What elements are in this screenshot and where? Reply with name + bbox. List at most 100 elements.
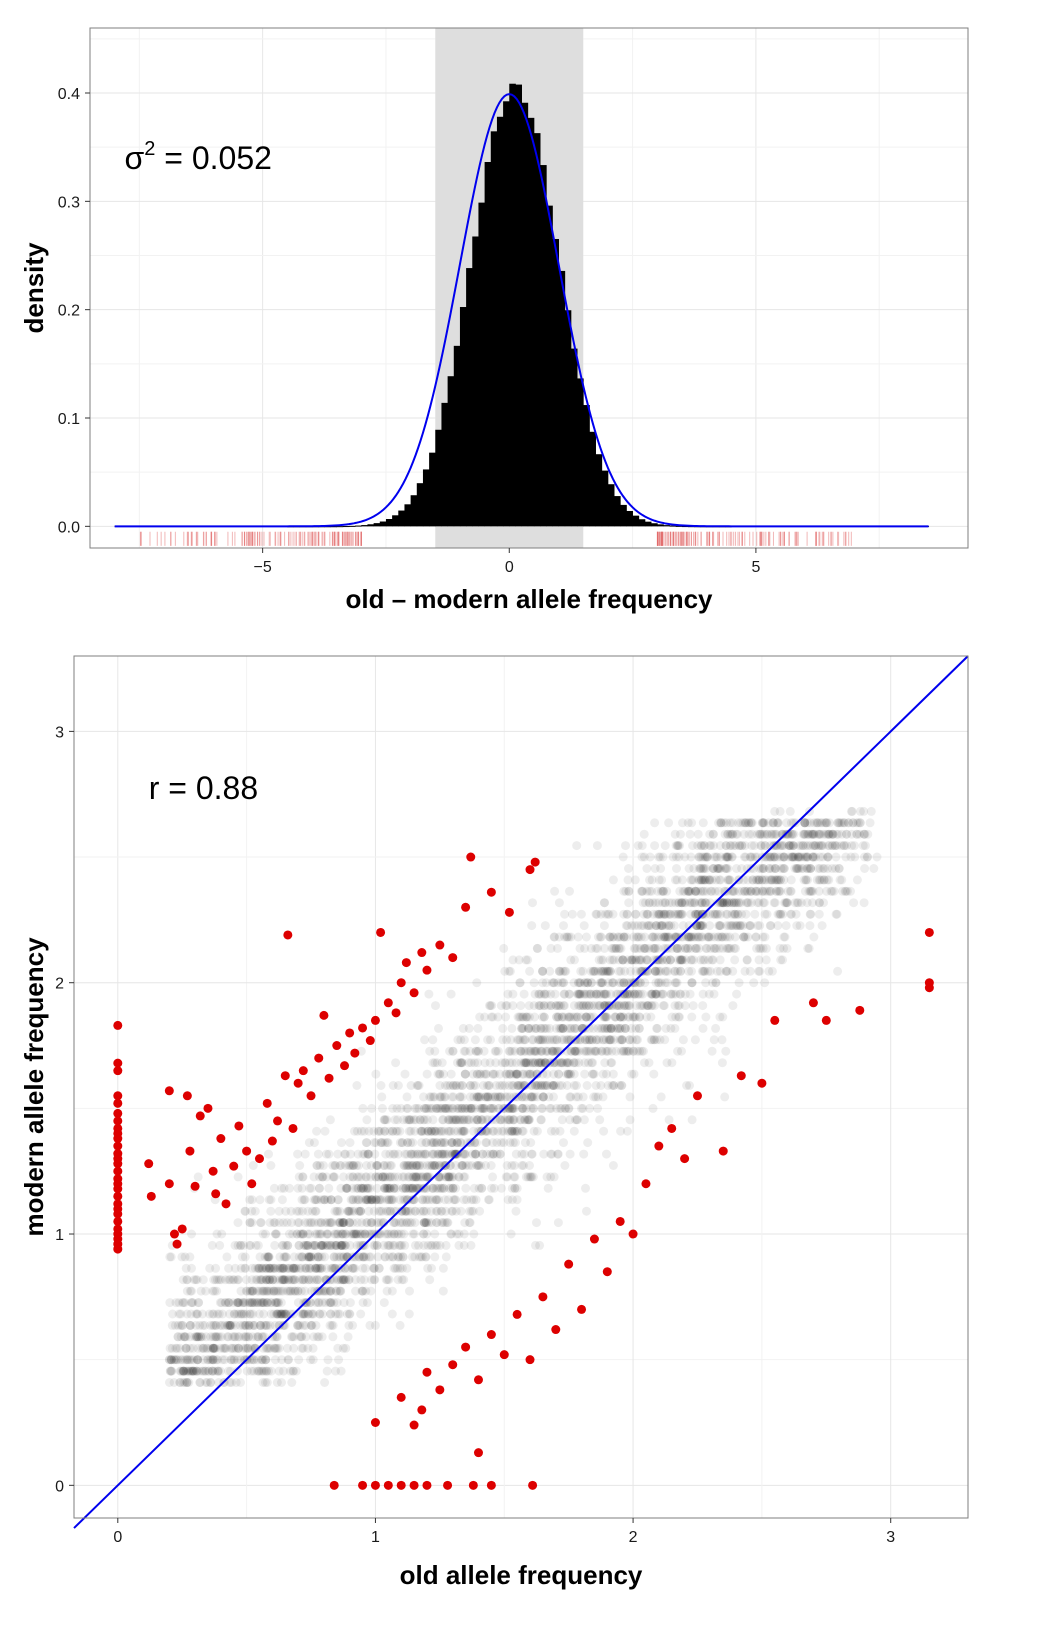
scatter-point bbox=[446, 1229, 456, 1239]
correlation-annotation: r = 0.88 bbox=[149, 770, 258, 806]
scatter-point bbox=[719, 818, 729, 828]
scatter-point bbox=[507, 1126, 517, 1136]
scatter-point bbox=[518, 1069, 527, 1079]
scatter-point bbox=[450, 1126, 459, 1136]
scatter-point bbox=[470, 1035, 480, 1045]
scatter-point bbox=[706, 886, 716, 896]
scatter-point bbox=[822, 818, 832, 828]
scatter-point bbox=[719, 898, 729, 908]
outlier-point bbox=[525, 865, 535, 875]
scatter-point bbox=[505, 1126, 515, 1136]
scatter-point bbox=[713, 909, 723, 919]
scatter-point bbox=[418, 1195, 428, 1205]
scatter-point bbox=[242, 1343, 252, 1353]
scatter-point bbox=[573, 989, 583, 999]
scatter-point bbox=[410, 1206, 420, 1216]
scatter-point bbox=[572, 1023, 582, 1033]
scatter-point bbox=[364, 1126, 374, 1136]
scatter-point bbox=[780, 932, 790, 942]
histogram-bar bbox=[336, 526, 344, 528]
scatter-point bbox=[782, 898, 792, 908]
scatter-point bbox=[284, 1286, 294, 1296]
scatter-point bbox=[676, 955, 686, 965]
scatter-point bbox=[501, 1172, 511, 1182]
scatter-point bbox=[818, 852, 828, 862]
scatter-point bbox=[512, 1081, 522, 1090]
scatter-point bbox=[264, 1195, 274, 1205]
scatter-point bbox=[312, 1229, 322, 1239]
scatter-point bbox=[474, 1092, 484, 1102]
histogram-bar bbox=[583, 405, 590, 527]
scatter-point bbox=[416, 1172, 426, 1182]
scatter-point bbox=[717, 898, 727, 908]
outlier-point bbox=[169, 1229, 179, 1239]
scatter-point bbox=[320, 1195, 330, 1205]
scatter-point bbox=[703, 875, 713, 885]
scatter-point bbox=[286, 1309, 295, 1319]
scatter-point bbox=[627, 989, 637, 999]
scatter-point bbox=[793, 852, 803, 862]
scatter-point bbox=[437, 1183, 447, 1193]
scatter-point bbox=[297, 1332, 307, 1342]
scatter-point bbox=[243, 1332, 253, 1342]
scatter-point bbox=[794, 852, 804, 862]
scatter-point bbox=[525, 966, 535, 976]
scatter-point bbox=[164, 1355, 174, 1365]
scatter-point bbox=[673, 955, 683, 965]
scatter-point bbox=[590, 966, 599, 976]
scatter-point bbox=[308, 1355, 318, 1365]
scatter-point bbox=[443, 1126, 453, 1136]
scatter-point bbox=[635, 1012, 645, 1022]
scatter-point bbox=[468, 1103, 477, 1113]
scatter-point bbox=[395, 1263, 405, 1273]
scatter-y-tick-label: 3 bbox=[55, 724, 64, 741]
scatter-point bbox=[281, 1275, 291, 1285]
scatter-point bbox=[703, 966, 713, 976]
scatter-point bbox=[527, 1092, 537, 1102]
scatter-point bbox=[650, 818, 660, 828]
scatter-point bbox=[638, 989, 648, 999]
scatter-point bbox=[470, 1103, 480, 1113]
scatter-point bbox=[659, 886, 668, 896]
scatter-point bbox=[841, 852, 851, 862]
outlier-point bbox=[185, 1146, 195, 1156]
scatter-point bbox=[730, 909, 740, 919]
scatter-point bbox=[385, 1206, 395, 1216]
scatter-point bbox=[456, 1138, 466, 1148]
scatter-point bbox=[760, 841, 770, 851]
scatter-point bbox=[411, 1115, 421, 1125]
scatter-point bbox=[401, 1183, 411, 1193]
scatter-point bbox=[697, 898, 707, 908]
scatter-point bbox=[240, 1206, 250, 1216]
scatter-point bbox=[395, 1240, 405, 1250]
scatter-point bbox=[760, 875, 770, 885]
scatter-point bbox=[681, 955, 691, 965]
scatter-point bbox=[317, 1240, 326, 1250]
scatter-point bbox=[686, 852, 696, 862]
scatter-point bbox=[513, 1081, 523, 1090]
scatter-point bbox=[731, 921, 741, 931]
scatter-point bbox=[703, 852, 713, 862]
scatter-point bbox=[275, 1263, 285, 1273]
scatter-point bbox=[431, 1206, 441, 1216]
scatter-point bbox=[226, 1355, 236, 1365]
scatter-point bbox=[371, 1195, 381, 1205]
scatter-point bbox=[704, 932, 714, 942]
scatter-point bbox=[748, 875, 758, 885]
scatter-point bbox=[242, 1275, 251, 1285]
scatter-point bbox=[401, 1218, 411, 1228]
scatter-point bbox=[599, 898, 609, 908]
scatter-point bbox=[735, 921, 744, 931]
scatter-point bbox=[723, 943, 733, 953]
scatter-point bbox=[479, 1103, 489, 1113]
scatter-point bbox=[778, 829, 788, 839]
scatter-point bbox=[614, 943, 624, 953]
scatter-point bbox=[271, 1275, 281, 1285]
scatter-point bbox=[723, 966, 732, 976]
scatter-point bbox=[472, 978, 482, 988]
scatter-point bbox=[534, 1058, 544, 1068]
scatter-point bbox=[687, 875, 697, 885]
scatter-point bbox=[784, 841, 794, 851]
scatter-point bbox=[213, 1366, 223, 1376]
